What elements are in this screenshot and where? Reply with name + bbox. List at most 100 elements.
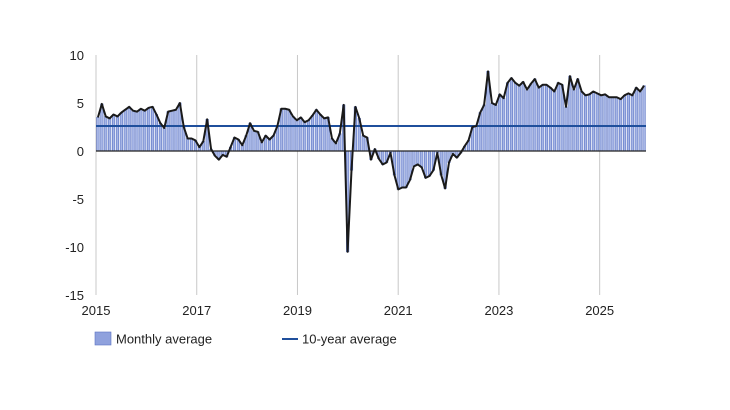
bar xyxy=(564,106,568,152)
bar xyxy=(509,77,513,152)
x-tick-label: 2015 xyxy=(82,303,111,318)
bar xyxy=(186,138,190,152)
bar xyxy=(583,95,588,152)
bar xyxy=(190,138,194,152)
y-axis-tick-labels: 10 5 0 -5 -10 -15 xyxy=(65,48,84,303)
y-tick-label: -10 xyxy=(65,240,84,255)
bar xyxy=(170,110,174,152)
legend-item-ten-year-average: 10-year average xyxy=(282,332,397,347)
bar xyxy=(322,118,326,152)
x-tick-label: 2021 xyxy=(384,303,413,318)
bar xyxy=(572,89,576,152)
bar xyxy=(416,150,420,165)
bar xyxy=(271,135,276,152)
bar xyxy=(552,91,556,152)
bar xyxy=(474,125,478,152)
bar xyxy=(622,95,627,152)
bar xyxy=(135,111,139,152)
bar xyxy=(595,93,599,152)
bar xyxy=(119,112,123,152)
bar xyxy=(642,85,646,152)
bar xyxy=(556,82,560,152)
x-axis-tick-labels: 2015 2017 2019 2021 2023 2025 xyxy=(82,303,615,318)
monthly-average-line xyxy=(96,70,645,253)
bar xyxy=(334,143,338,152)
y-tick-label: -5 xyxy=(72,192,84,207)
bar xyxy=(174,109,178,152)
bar xyxy=(427,150,432,177)
bar xyxy=(544,84,549,152)
bar xyxy=(521,81,525,152)
bar xyxy=(143,110,147,152)
bar xyxy=(630,95,634,152)
bar xyxy=(525,89,529,152)
bar xyxy=(123,109,127,152)
bar xyxy=(498,94,502,152)
bar xyxy=(314,109,318,152)
bar xyxy=(131,110,135,152)
legend-swatch-bar xyxy=(94,331,112,346)
bar xyxy=(154,114,159,152)
bar xyxy=(151,106,155,152)
legend-label-monthly-average: Monthly average xyxy=(116,332,212,347)
monthly-bars xyxy=(96,71,646,253)
bar xyxy=(580,91,584,152)
y-tick-label: 10 xyxy=(70,48,84,63)
x-tick-label: 2025 xyxy=(585,303,614,318)
bar xyxy=(505,82,510,152)
bar xyxy=(96,117,100,152)
bar xyxy=(147,107,151,152)
bar xyxy=(599,95,603,152)
bar xyxy=(162,127,166,152)
bar xyxy=(307,119,311,152)
bar xyxy=(260,142,264,152)
bar xyxy=(634,87,638,152)
bar xyxy=(541,84,545,152)
bar xyxy=(591,91,595,152)
bar xyxy=(482,104,486,152)
bar xyxy=(268,139,272,152)
bar xyxy=(607,96,611,152)
bar xyxy=(310,115,315,152)
bar xyxy=(108,118,112,152)
bar xyxy=(158,122,162,152)
y-tick-label: 5 xyxy=(77,96,84,111)
legend: Monthly average 10-year average xyxy=(94,331,397,347)
legend-item-monthly-average: Monthly average xyxy=(94,331,212,347)
bar xyxy=(318,114,322,152)
bar xyxy=(529,83,533,152)
bar xyxy=(548,87,552,152)
bar xyxy=(291,116,295,152)
x-tick-label: 2023 xyxy=(484,303,513,318)
x-tick-label: 2017 xyxy=(182,303,211,318)
bar xyxy=(404,150,408,188)
legend-label-ten-year-average: 10-year average xyxy=(302,332,397,347)
bar xyxy=(400,150,404,188)
bar xyxy=(626,93,631,152)
bar xyxy=(603,94,607,152)
bar xyxy=(139,108,143,152)
bar xyxy=(100,103,104,152)
bar xyxy=(502,97,506,152)
bar xyxy=(127,106,131,152)
bar xyxy=(513,82,517,152)
bar xyxy=(299,117,303,152)
y-tick-label: -15 xyxy=(65,288,84,303)
bar xyxy=(517,85,521,152)
bar xyxy=(104,116,108,152)
bar xyxy=(611,96,615,152)
bar xyxy=(638,91,642,152)
bar xyxy=(283,108,287,152)
bar xyxy=(615,96,619,152)
bar xyxy=(576,78,580,152)
bar xyxy=(252,130,256,152)
bar xyxy=(295,119,299,152)
bar xyxy=(287,109,291,152)
bar xyxy=(587,94,591,152)
y-tick-label: 0 xyxy=(77,144,84,159)
bar xyxy=(537,87,541,152)
bar xyxy=(112,114,116,152)
bar xyxy=(361,135,365,152)
bar xyxy=(533,78,537,152)
